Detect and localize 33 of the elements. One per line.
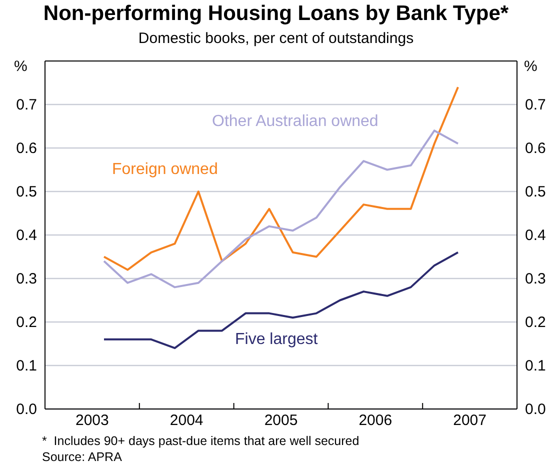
line-series — [103, 251, 459, 350]
y-tick-label: 0.7 — [16, 96, 37, 114]
y-axis-title: % — [14, 58, 28, 75]
line-series — [103, 130, 459, 288]
chart-title: Non-performing Housing Loans by Bank Type* — [42, 2, 510, 26]
y2-axis-title: % — [524, 58, 538, 75]
text: * Includes 90+ days past-due items that are well secured — [42, 434, 360, 448]
y-tick-label: 0.0 — [16, 401, 37, 418]
y2-tick-label: 0.4 — [525, 227, 546, 244]
y-tick-label: 0.6 — [16, 140, 37, 157]
x-tick-label: 2006 — [358, 412, 392, 429]
line-series — [103, 86, 459, 271]
series-label: Foreign owned — [112, 161, 218, 179]
y2-tick-label: 0.6 — [525, 140, 546, 157]
y2-tick-label: 0.3 — [525, 270, 546, 288]
x-tick-label: 2007 — [453, 412, 486, 429]
y-tick-label: 0.1 — [16, 358, 37, 374]
x-tick-label: 2005 — [264, 412, 298, 429]
y-tick-label: 0.5 — [16, 184, 37, 200]
x-tick-label: 2004 — [170, 412, 204, 429]
y2-tick-label: 0.0 — [525, 401, 546, 418]
y2-tick-label: 0.2 — [525, 314, 546, 331]
chart-subtitle: Domestic books, per cent of outstandings — [137, 30, 415, 47]
y2-tick-label: 0.7 — [525, 96, 546, 114]
y-tick-label: 0.4 — [16, 227, 37, 244]
y2-tick-label: 0.5 — [525, 184, 546, 200]
series-label: Five largest — [235, 331, 318, 349]
y-tick-label: 0.2 — [16, 314, 37, 331]
y-tick-label: 0.3 — [16, 270, 37, 288]
x-tick-label: 2003 — [76, 412, 109, 429]
source-note: Source: APRA — [42, 450, 122, 464]
text: Other Australian owned — [212, 113, 378, 131]
y2-tick-label: 0.1 — [525, 358, 546, 374]
